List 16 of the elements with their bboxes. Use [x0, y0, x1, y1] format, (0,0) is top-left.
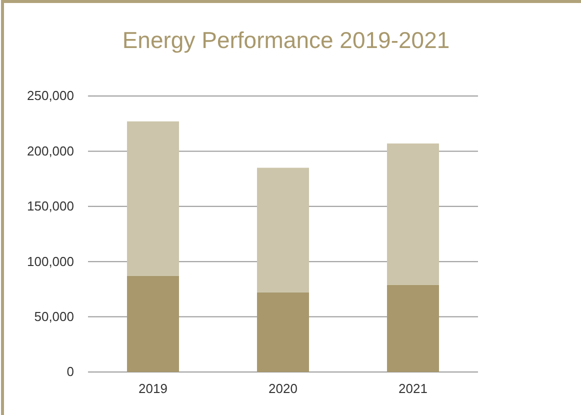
bar [387, 284, 439, 372]
chart-title: Energy Performance 2019-2021 [122, 27, 450, 53]
bar [387, 143, 439, 285]
bar [127, 276, 179, 372]
y-tick-label: 150,000 [27, 198, 74, 214]
bar [257, 292, 309, 372]
y-tick-label: 200,000 [27, 143, 74, 158]
y-tick-label: 0 [66, 364, 74, 380]
x-tick-label: 2020 [268, 381, 298, 396]
x-tick-label: 2021 [398, 381, 428, 396]
bar [257, 168, 309, 293]
x-tick-label: 2019 [138, 381, 168, 396]
bar [127, 121, 179, 276]
y-tick-label: 250,000 [27, 88, 74, 104]
y-tick-label: 50,000 [34, 308, 74, 324]
y-tick-label: 100,000 [27, 254, 74, 269]
